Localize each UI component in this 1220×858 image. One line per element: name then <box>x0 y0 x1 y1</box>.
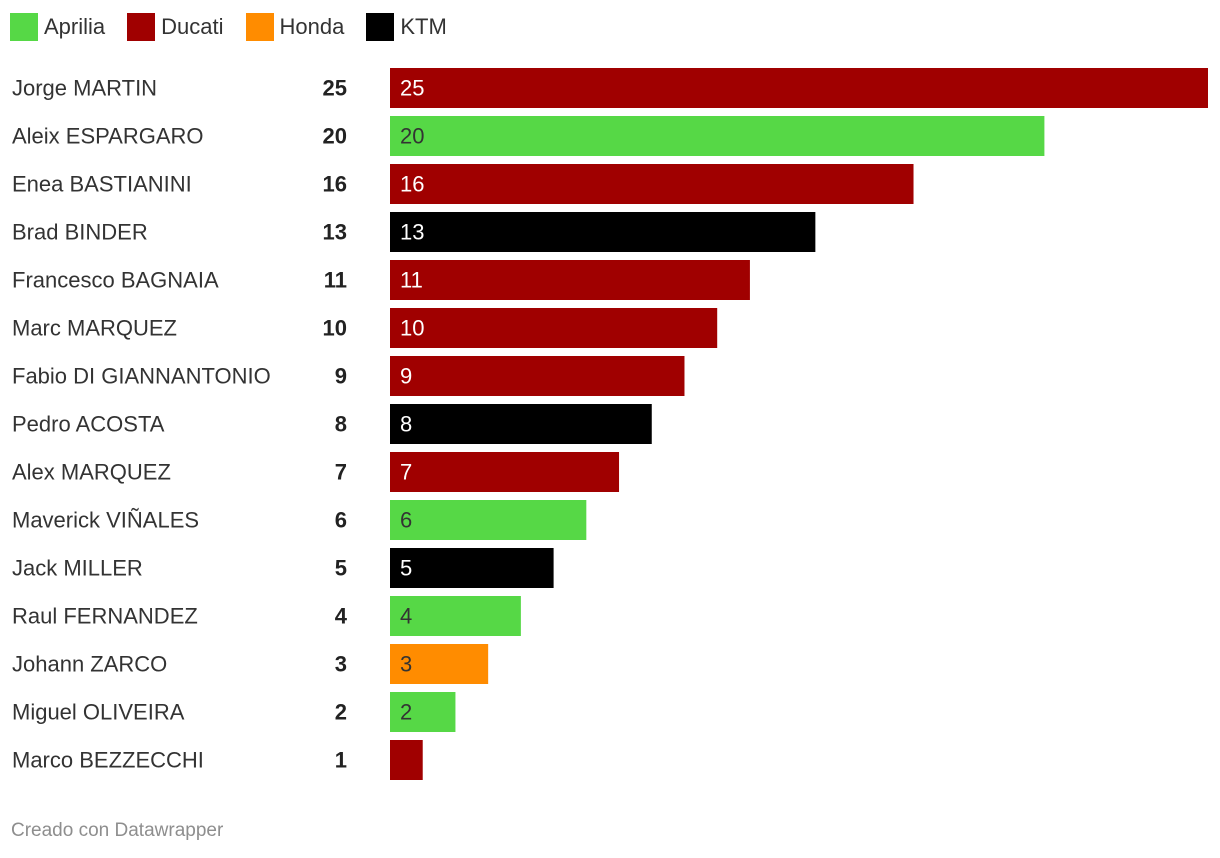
points-value-label: 20 <box>323 124 347 149</box>
rider-name-label: Enea BASTIANINI <box>12 172 192 197</box>
bar-data-label: 8 <box>400 412 412 437</box>
bar <box>390 692 456 732</box>
points-value-label: 4 <box>335 604 348 629</box>
legend-item: Aprilia <box>10 13 105 41</box>
rider-name-label: Maverick VIÑALES <box>12 508 199 533</box>
points-value-label: 8 <box>335 412 347 437</box>
legend-label: KTM <box>400 14 447 39</box>
bar <box>390 260 750 300</box>
points-value-label: 7 <box>335 460 347 485</box>
bar <box>390 212 816 252</box>
bar-data-label: 4 <box>400 604 412 629</box>
bar-data-label: 7 <box>400 460 412 485</box>
bar <box>390 740 423 780</box>
bar-data-label: 25 <box>400 76 424 101</box>
bar <box>390 164 914 204</box>
bar-data-label: 3 <box>400 652 412 677</box>
bar <box>390 404 652 444</box>
bar <box>390 596 521 636</box>
bar-data-label: 6 <box>400 508 412 533</box>
bar <box>390 356 685 396</box>
bar <box>390 68 1208 108</box>
rider-name-label: Johann ZARCO <box>12 652 167 677</box>
legend-swatch <box>245 13 274 41</box>
bar <box>390 644 489 684</box>
points-value-label: 25 <box>323 76 347 101</box>
points-value-label: 9 <box>335 364 347 389</box>
bar <box>390 500 587 540</box>
points-value-label: 2 <box>335 700 347 725</box>
bar-data-label: 5 <box>400 556 412 581</box>
points-value-label: 16 <box>323 172 347 197</box>
rider-name-label: Aleix ESPARGARO <box>12 124 204 149</box>
points-value-label: 5 <box>335 556 347 581</box>
rider-name-label: Jorge MARTIN <box>12 76 157 101</box>
bar-data-label: 20 <box>400 124 424 149</box>
bar-data-label: 10 <box>400 316 424 341</box>
bar-data-label: 11 <box>400 268 423 293</box>
rider-name-label: Alex MARQUEZ <box>12 460 171 485</box>
bar <box>390 452 620 492</box>
rider-name-label: Raul FERNANDEZ <box>12 604 198 629</box>
points-value-label: 1 <box>335 748 347 773</box>
bar-data-label: 16 <box>400 172 424 197</box>
rider-name-label: Jack MILLER <box>12 556 143 581</box>
legend-label: Honda <box>279 14 345 39</box>
points-value-label: 13 <box>323 220 347 245</box>
points-value-label: 3 <box>335 652 347 677</box>
bar-data-label: 2 <box>400 700 412 725</box>
points-value-label: 10 <box>323 316 347 341</box>
rider-name-label: Fabio DI GIANNANTONIO <box>12 364 271 389</box>
rider-name-label: Pedro ACOSTA <box>12 412 165 437</box>
footer-credit: Creado con Datawrapper <box>11 820 224 841</box>
points-value-label: 6 <box>335 508 347 533</box>
legend-label: Aprilia <box>44 14 106 39</box>
rider-name-label: Brad BINDER <box>12 220 148 245</box>
points-value-label: 11 <box>324 268 347 293</box>
bar <box>390 548 554 588</box>
legend-item: Ducati <box>127 13 224 41</box>
bar-data-label: 9 <box>400 364 412 389</box>
legend-swatch <box>127 13 156 41</box>
legend-swatch <box>10 13 38 41</box>
legend-item: KTM <box>366 13 447 41</box>
legend-item: Honda <box>245 13 345 41</box>
bar-data-label: 13 <box>400 220 424 245</box>
legend-label: Ducati <box>161 14 224 39</box>
bar <box>390 116 1045 156</box>
rider-name-label: Marco BEZZECCHI <box>12 748 204 773</box>
chart-legend: Aprilia Ducati Honda KTM <box>10 12 447 42</box>
bar <box>390 308 718 348</box>
legend-swatch <box>366 13 395 41</box>
rider-name-label: Francesco BAGNAIA <box>12 268 219 293</box>
rider-name-label: Miguel OLIVEIRA <box>12 700 185 725</box>
rider-name-label: Marc MARQUEZ <box>12 316 177 341</box>
